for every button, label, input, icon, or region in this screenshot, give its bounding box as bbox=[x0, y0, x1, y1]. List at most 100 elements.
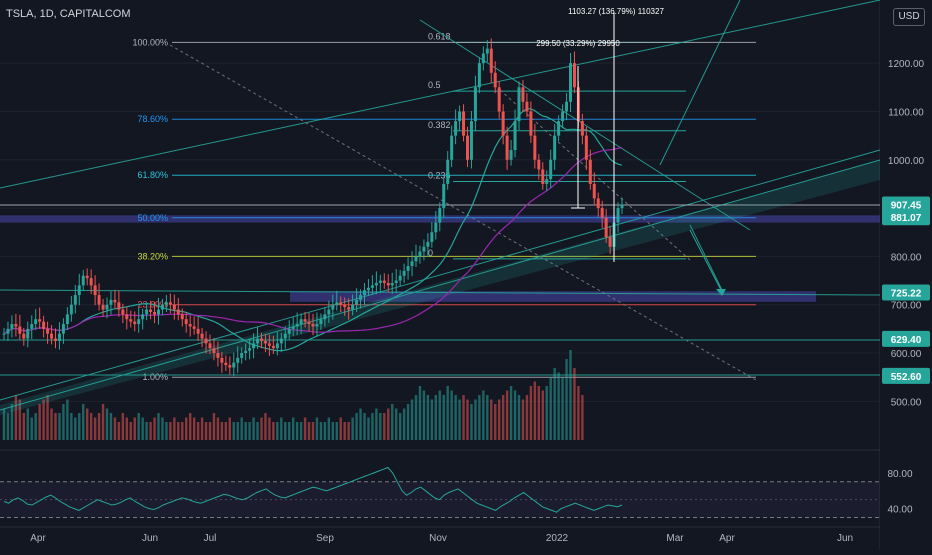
candle-body bbox=[105, 304, 109, 310]
x-tick-label: Jun bbox=[837, 533, 853, 544]
candle-body bbox=[149, 309, 153, 312]
candle-body bbox=[335, 302, 339, 305]
volume-bar bbox=[22, 413, 26, 440]
candle-body bbox=[347, 307, 351, 310]
candle-body bbox=[580, 121, 584, 136]
volume-bar bbox=[204, 422, 208, 440]
volume-bar bbox=[58, 413, 61, 440]
volume-bar bbox=[260, 417, 263, 440]
volume-bar bbox=[192, 417, 196, 440]
x-tick-label: Jun bbox=[142, 533, 158, 544]
y-tick-label: 1000.00 bbox=[888, 156, 925, 167]
volume-bar bbox=[177, 422, 180, 440]
volume-bar bbox=[529, 386, 533, 440]
volume-bar bbox=[545, 386, 548, 440]
candle-body bbox=[65, 314, 69, 325]
candle-body bbox=[592, 183, 596, 199]
candle-body bbox=[462, 111, 466, 136]
trend-line bbox=[419, 19, 751, 231]
candle-body bbox=[450, 135, 454, 160]
candle-body bbox=[283, 333, 287, 339]
candle-body bbox=[275, 343, 279, 349]
volume-bar bbox=[208, 422, 212, 440]
candle-body bbox=[69, 304, 73, 315]
candle-body bbox=[430, 232, 434, 242]
volume-bar bbox=[291, 417, 295, 440]
candle-body bbox=[30, 324, 34, 329]
rsi-line bbox=[3, 466, 623, 513]
volume-bar bbox=[446, 386, 449, 440]
candle-body bbox=[513, 121, 517, 151]
candle-body bbox=[109, 299, 113, 305]
candle-body bbox=[26, 328, 30, 339]
volume-bars bbox=[2, 350, 584, 440]
volume-bar bbox=[284, 422, 287, 440]
candle-body bbox=[596, 198, 600, 209]
candle-body bbox=[57, 333, 61, 341]
candle-body bbox=[343, 304, 347, 308]
volume-bar bbox=[97, 413, 101, 440]
volume-bar bbox=[34, 413, 37, 440]
candle-body bbox=[565, 101, 569, 112]
x-tick-label: Nov bbox=[429, 533, 447, 544]
volume-bar bbox=[434, 395, 438, 440]
volume-bar bbox=[280, 417, 283, 440]
candle-body bbox=[6, 328, 10, 334]
x-tick-label: Apr bbox=[719, 533, 735, 544]
candle-body bbox=[10, 324, 14, 329]
volume-bar bbox=[509, 386, 513, 440]
volume-bar bbox=[303, 417, 307, 440]
fib-right-label: 0.618 bbox=[428, 31, 451, 41]
volume-bar bbox=[121, 413, 125, 440]
candle-body bbox=[466, 135, 469, 160]
fib-left-label: 61.80% bbox=[137, 170, 168, 180]
candle-body bbox=[208, 343, 212, 349]
x-tick-label: Sep bbox=[316, 533, 334, 544]
volume-bar bbox=[450, 390, 453, 440]
volume-bar bbox=[351, 417, 354, 440]
candle-body bbox=[390, 282, 394, 286]
candle-body bbox=[434, 222, 438, 233]
candle-body bbox=[473, 87, 477, 122]
candle-body bbox=[438, 208, 442, 223]
candle-body bbox=[363, 290, 366, 296]
candle-body bbox=[572, 63, 576, 88]
volume-bar bbox=[268, 417, 271, 440]
volume-bar bbox=[133, 417, 136, 440]
volume-bar bbox=[335, 422, 338, 440]
candle-body bbox=[22, 333, 26, 339]
candle-body bbox=[224, 362, 228, 366]
time-axis: Apr Jun Jul Sep Nov 2022 Mar Apr Jun bbox=[0, 526, 880, 544]
price-label-box bbox=[882, 284, 930, 301]
candle-body bbox=[295, 324, 299, 327]
volume-bar bbox=[169, 422, 172, 440]
volume-bar bbox=[581, 395, 584, 440]
volume-bar bbox=[486, 395, 489, 440]
volume-bar bbox=[438, 390, 441, 440]
volume-bar bbox=[501, 395, 505, 440]
volume-bar bbox=[315, 417, 319, 440]
volume-bar bbox=[30, 417, 33, 440]
currency-button[interactable]: USD bbox=[893, 8, 925, 26]
volume-bar bbox=[165, 422, 168, 440]
candle-body bbox=[157, 309, 160, 315]
trend-line bbox=[689, 224, 723, 291]
volume-bar bbox=[125, 417, 129, 440]
candle-body bbox=[291, 326, 295, 329]
volume-bar bbox=[466, 399, 469, 440]
volume-bar bbox=[327, 417, 331, 440]
candle-body bbox=[604, 217, 608, 238]
volume-bar bbox=[398, 413, 402, 440]
fib-left-label: 38.20% bbox=[137, 251, 168, 261]
candle-body bbox=[493, 72, 497, 88]
volume-bar bbox=[78, 413, 81, 440]
volume-bar bbox=[161, 417, 164, 440]
trend-channel bbox=[0, 160, 880, 415]
candle-body bbox=[517, 87, 521, 122]
candle-body bbox=[271, 345, 275, 349]
candle-body bbox=[204, 338, 208, 344]
candle-body bbox=[153, 311, 157, 315]
volume-bar bbox=[347, 422, 350, 440]
